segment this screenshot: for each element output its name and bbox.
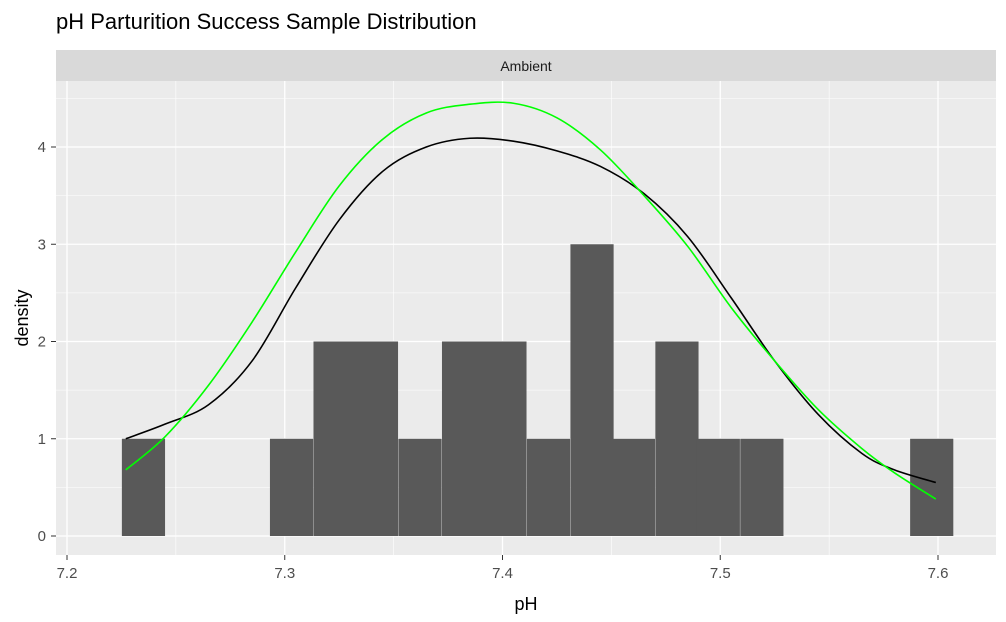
- y-tick-label: 0: [38, 528, 46, 545]
- y-tick-label: 1: [38, 431, 46, 448]
- y-tick-label: 4: [38, 139, 46, 156]
- histogram-bar: [526, 438, 571, 536]
- x-tick-label: 7.2: [57, 565, 78, 582]
- density-curve: [125, 137, 937, 484]
- histogram-bar: [570, 244, 614, 536]
- x-tick-label: 7.3: [274, 565, 295, 582]
- facet-label: Ambient: [500, 58, 551, 74]
- density-curves: [125, 101, 937, 500]
- x-tick-label: 7.5: [710, 565, 731, 582]
- histogram-bar: [121, 438, 166, 536]
- histogram-bar: [740, 438, 784, 536]
- histogram-bar: [483, 341, 527, 536]
- histogram-bar: [354, 341, 399, 536]
- histogram-bars: [121, 244, 954, 536]
- histogram-bar: [441, 341, 486, 536]
- x-tick-label: 7.4: [492, 565, 513, 582]
- histogram-bar: [696, 438, 740, 536]
- x-tick-label: 7.6: [928, 565, 949, 582]
- y-tick-label: 2: [38, 334, 46, 351]
- grid-minor: [56, 81, 996, 555]
- y-axis: 0 1 2 3 4: [38, 139, 56, 545]
- histogram-bar: [269, 438, 314, 536]
- y-axis-title: density: [12, 289, 32, 346]
- histogram-bar: [398, 438, 442, 536]
- histogram-bar: [313, 341, 357, 536]
- histogram-bar: [655, 341, 699, 536]
- histogram-bar: [611, 438, 655, 536]
- chart-title: pH Parturition Success Sample Distributi…: [56, 9, 477, 34]
- facet-strip: [56, 50, 996, 81]
- y-tick-label: 3: [38, 236, 46, 253]
- x-axis: 7.2 7.3 7.4 7.5 7.6: [57, 555, 949, 582]
- x-axis-title: pH: [514, 594, 537, 614]
- normal-curve: [125, 101, 937, 500]
